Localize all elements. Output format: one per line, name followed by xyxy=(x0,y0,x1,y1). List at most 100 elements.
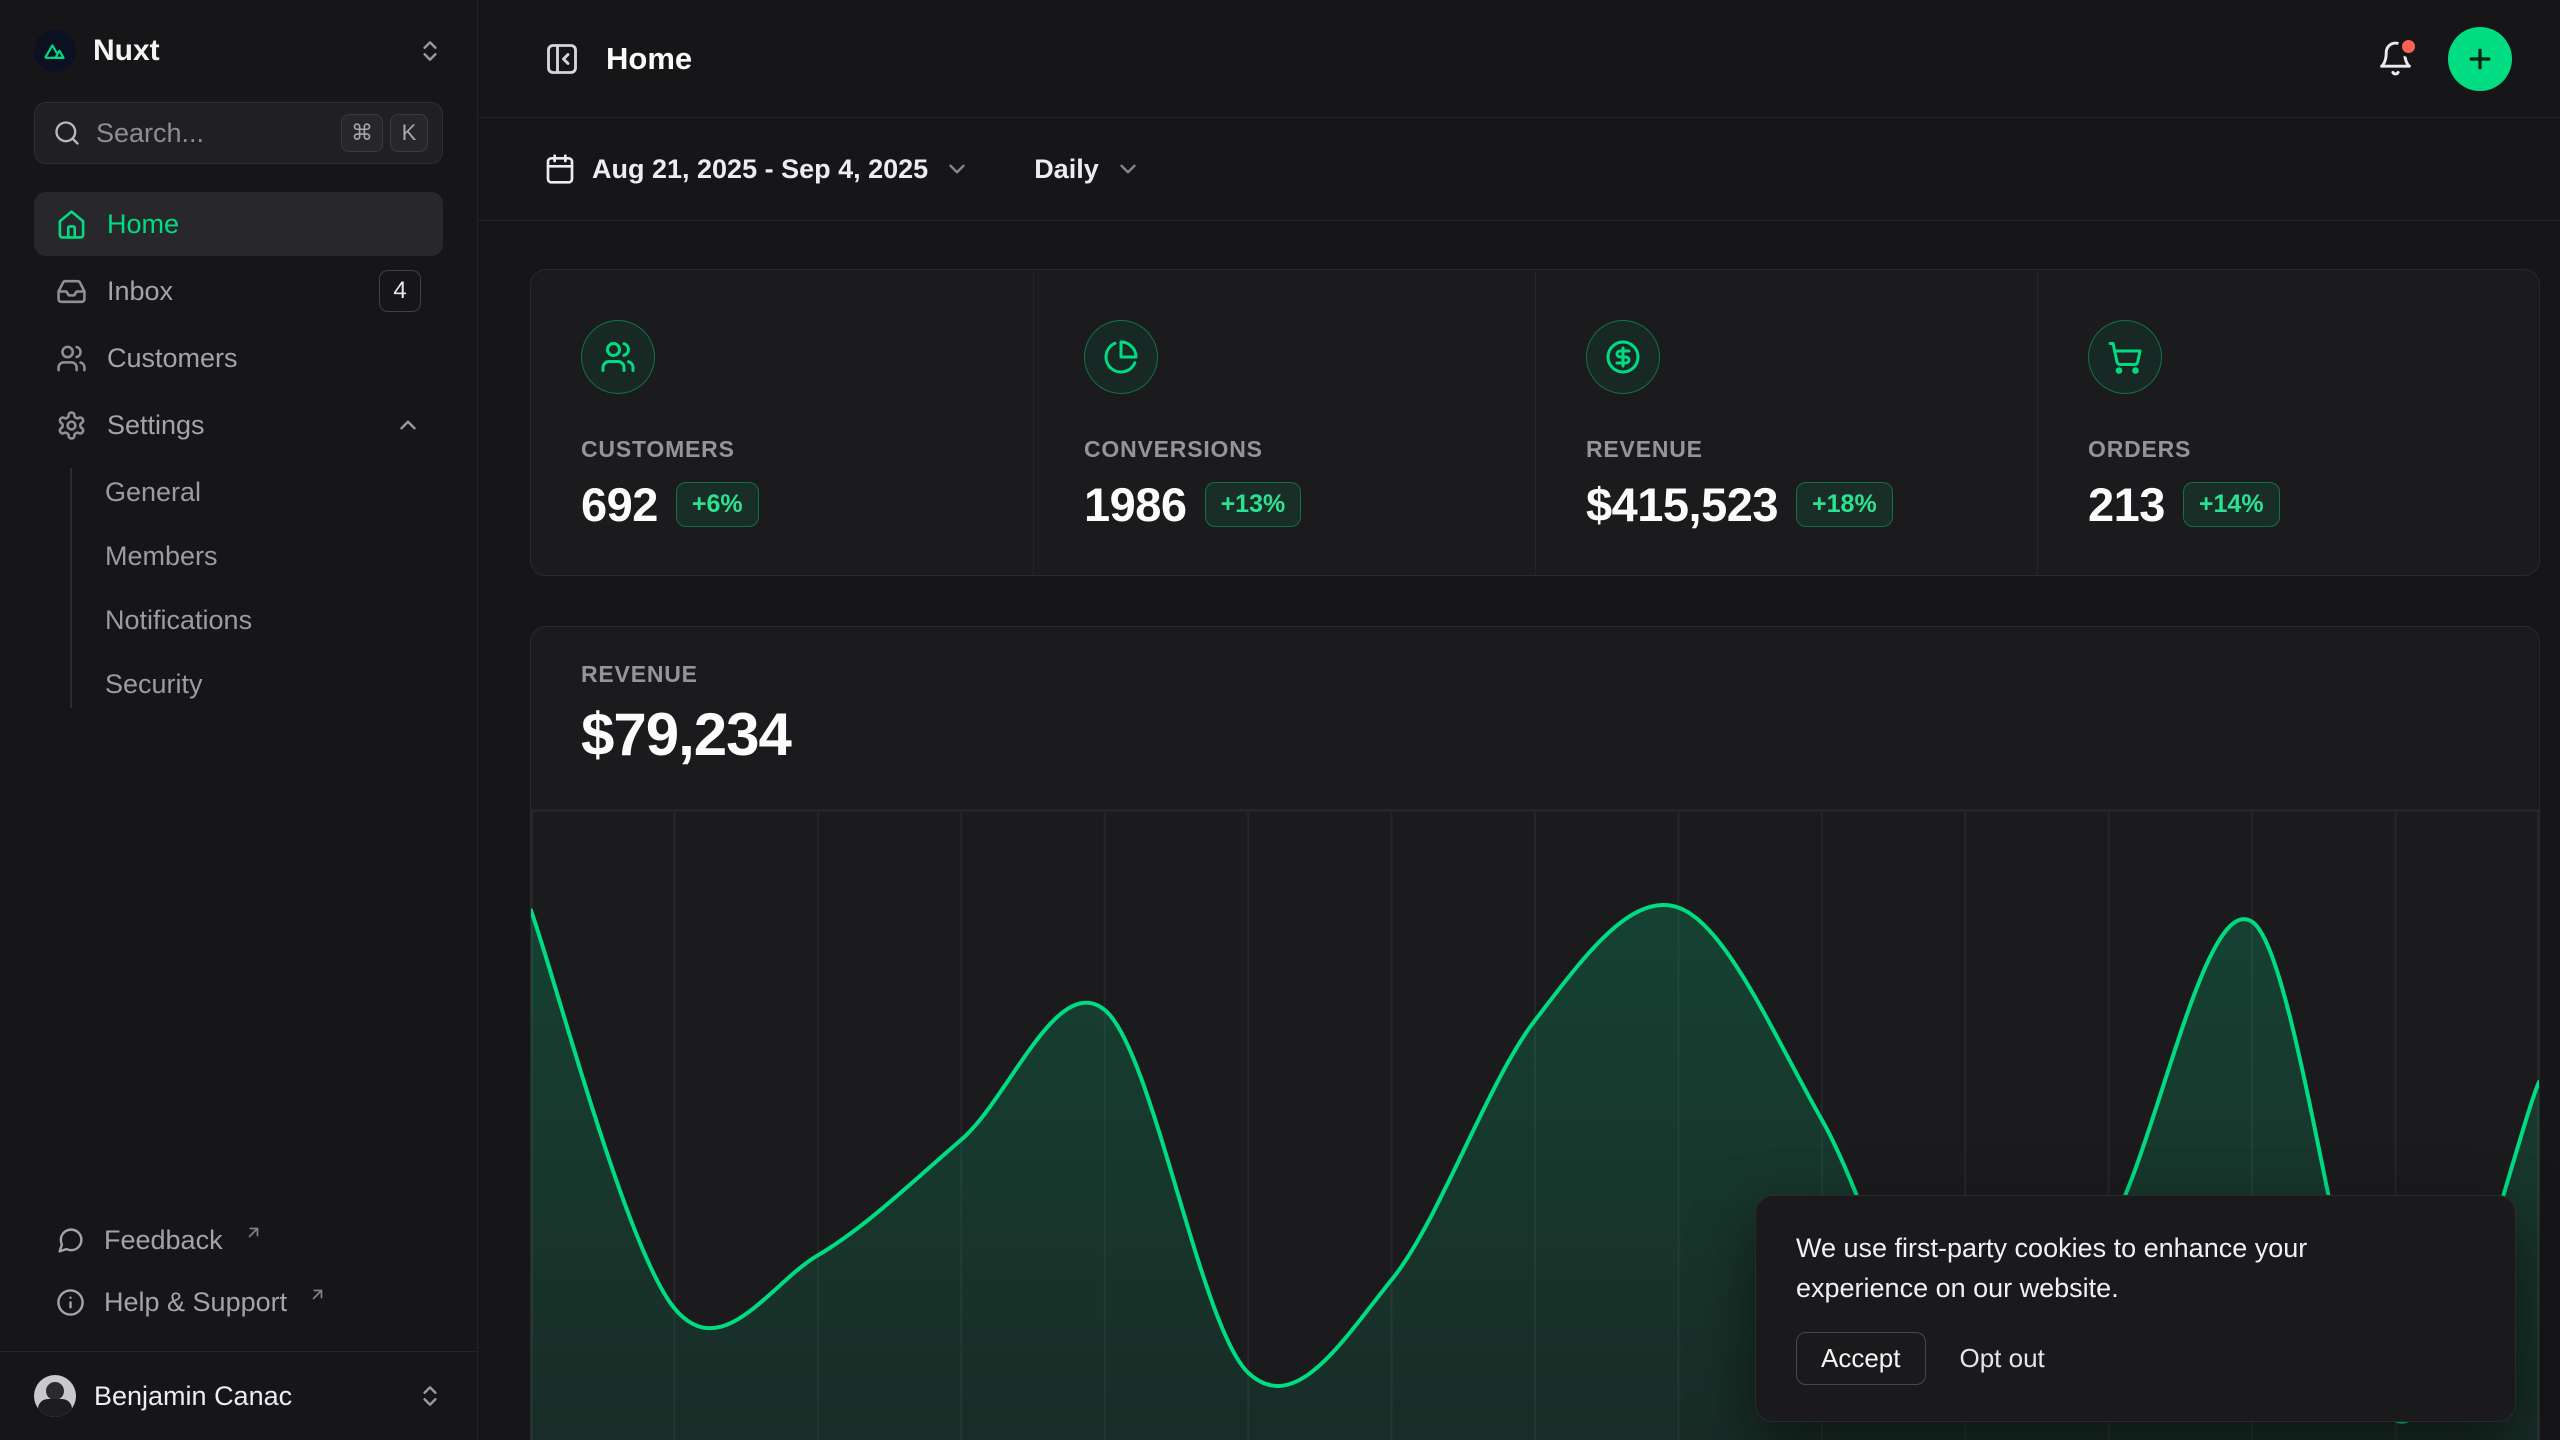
main-header: Home xyxy=(478,0,2560,118)
search-icon xyxy=(53,119,81,147)
stats-card: CUSTOMERS 692 +6% CONVERSIONS 1986 +13% xyxy=(530,269,2540,576)
inbox-icon xyxy=(56,276,87,307)
info-icon xyxy=(56,1288,85,1317)
notifications-button[interactable] xyxy=(2373,36,2419,81)
help-support-link[interactable]: Help & Support xyxy=(34,1271,443,1333)
external-link-icon xyxy=(244,1223,263,1242)
team-switcher[interactable]: Nuxt xyxy=(34,30,443,72)
user-menu[interactable]: Benjamin Canac xyxy=(34,1352,443,1440)
sidebar-nav: Home Inbox 4 Customers Settings Ge xyxy=(34,192,443,716)
settings-submenu: General Members Notifications Security xyxy=(34,460,443,716)
sidebar: Nuxt Search... ⌘ K Home Inbox 4 xyxy=(0,0,478,1440)
sidebar-item-customers[interactable]: Customers xyxy=(34,326,443,390)
chevrons-up-down-icon xyxy=(417,38,443,64)
sidebar-item-members[interactable]: Members xyxy=(105,540,218,571)
granularity-label: Daily xyxy=(1034,153,1099,184)
bell-icon xyxy=(2377,40,2414,77)
revenue-chart-label: REVENUE xyxy=(581,661,698,687)
date-range-picker[interactable]: Aug 21, 2025 - Sep 4, 2025 xyxy=(544,153,970,185)
feedback-label: Feedback xyxy=(104,1224,223,1255)
sidebar-item-label: Settings xyxy=(107,409,205,440)
sidebar-item-general[interactable]: General xyxy=(105,476,202,507)
inbox-count-badge: 4 xyxy=(379,270,421,312)
kbd-cmd: ⌘ xyxy=(341,114,383,152)
cookie-banner: We use first-party cookies to enhance yo… xyxy=(1755,1195,2516,1422)
add-button[interactable] xyxy=(2448,26,2512,91)
search-shortcut: ⌘ K xyxy=(341,114,428,152)
users-icon xyxy=(581,320,655,394)
sidebar-item-label: Customers xyxy=(107,342,238,373)
sidebar-item-label: Inbox xyxy=(107,275,174,306)
sidebar-item-inbox[interactable]: Inbox 4 xyxy=(34,259,443,323)
kbd-k: K xyxy=(390,114,428,152)
search-input[interactable]: Search... ⌘ K xyxy=(34,102,443,164)
circle-dollar-icon xyxy=(1586,320,1660,394)
sidebar-item-notifications[interactable]: Notifications xyxy=(105,604,253,635)
stat-label: CUSTOMERS xyxy=(581,436,735,462)
revenue-chart-header: REVENUE $79,234 xyxy=(531,627,2539,769)
help-support-label: Help & Support xyxy=(104,1286,288,1317)
stat-value: 213 xyxy=(2088,478,2165,531)
calendar-icon xyxy=(544,153,576,185)
toolbar: Aug 21, 2025 - Sep 4, 2025 Daily xyxy=(478,118,2560,221)
stat-customers[interactable]: CUSTOMERS 692 +6% xyxy=(531,270,1033,575)
chevron-down-icon xyxy=(944,156,970,182)
stat-delta-badge: +14% xyxy=(2182,482,2280,527)
sidebar-item-label: Home xyxy=(107,208,180,239)
sidebar-item-security[interactable]: Security xyxy=(105,668,203,699)
stat-delta-badge: +18% xyxy=(1796,482,1893,527)
sidebar-toggle-button[interactable] xyxy=(544,41,580,77)
stat-conversions[interactable]: CONVERSIONS 1986 +13% xyxy=(1033,270,1535,575)
stat-label: REVENUE xyxy=(1586,436,1703,462)
revenue-chart-card: REVENUE $79,234 xyxy=(530,626,2540,1440)
page-title: Home xyxy=(606,40,693,76)
chevron-up-icon xyxy=(395,412,421,438)
revenue-chart-plot[interactable] xyxy=(531,809,2539,1440)
revenue-chart xyxy=(531,810,2539,1440)
sidebar-divider xyxy=(0,1351,477,1352)
stat-revenue[interactable]: REVENUE $415,523 +18% xyxy=(1535,270,2037,575)
dashboard-content: CUSTOMERS 692 +6% CONVERSIONS 1986 +13% xyxy=(478,221,2560,1440)
chevrons-up-down-icon xyxy=(417,1383,443,1409)
stat-label: CONVERSIONS xyxy=(1084,436,1263,462)
chart-area-fill xyxy=(531,905,2539,1440)
panel-left-close-icon xyxy=(544,41,580,77)
stat-value: $415,523 xyxy=(1586,478,1779,531)
external-link-icon xyxy=(308,1285,327,1304)
header-actions xyxy=(2373,26,2512,91)
sidebar-footer-nav: Feedback Help & Support xyxy=(34,1209,443,1333)
cookie-actions: Accept Opt out xyxy=(1796,1332,2475,1385)
sidebar-item-settings[interactable]: Settings xyxy=(34,393,443,457)
stat-delta-badge: +13% xyxy=(1204,482,1302,527)
gear-icon xyxy=(56,410,87,441)
opt-out-button[interactable]: Opt out xyxy=(1956,1333,2049,1384)
sidebar-item-home[interactable]: Home xyxy=(34,192,443,256)
stat-delta-badge: +6% xyxy=(675,482,759,527)
search-placeholder: Search... xyxy=(96,117,205,148)
granularity-select[interactable]: Daily xyxy=(1034,154,1141,185)
users-icon xyxy=(56,343,87,374)
feedback-link[interactable]: Feedback xyxy=(34,1209,443,1271)
chevron-down-icon xyxy=(1115,156,1141,182)
accept-button[interactable]: Accept xyxy=(1796,1332,1926,1385)
avatar xyxy=(34,1375,76,1417)
cookie-message: We use first-party cookies to enhance yo… xyxy=(1796,1233,2308,1303)
main-area: Home Aug 21, 2025 - Sep 4, 2025 xyxy=(478,0,2560,1440)
pie-chart-icon xyxy=(1084,320,1158,394)
stat-label: ORDERS xyxy=(2088,436,2192,462)
chart-line xyxy=(531,903,2539,1424)
chat-bubble-icon xyxy=(56,1226,85,1255)
notification-dot xyxy=(2398,36,2419,57)
user-name: Benjamin Canac xyxy=(94,1380,293,1411)
revenue-chart-value: $79,234 xyxy=(581,701,792,768)
stat-value: 692 xyxy=(581,478,658,531)
nuxt-logo-icon xyxy=(34,30,76,72)
home-icon xyxy=(56,209,87,240)
date-range-label: Aug 21, 2025 - Sep 4, 2025 xyxy=(592,153,929,184)
stat-value: 1986 xyxy=(1084,478,1187,531)
team-name: Nuxt xyxy=(93,34,160,67)
plus-icon xyxy=(2465,44,2495,74)
stat-orders[interactable]: ORDERS 213 +14% xyxy=(2037,270,2539,575)
sidebar-spacer xyxy=(0,716,477,1209)
shopping-cart-icon xyxy=(2088,320,2162,394)
